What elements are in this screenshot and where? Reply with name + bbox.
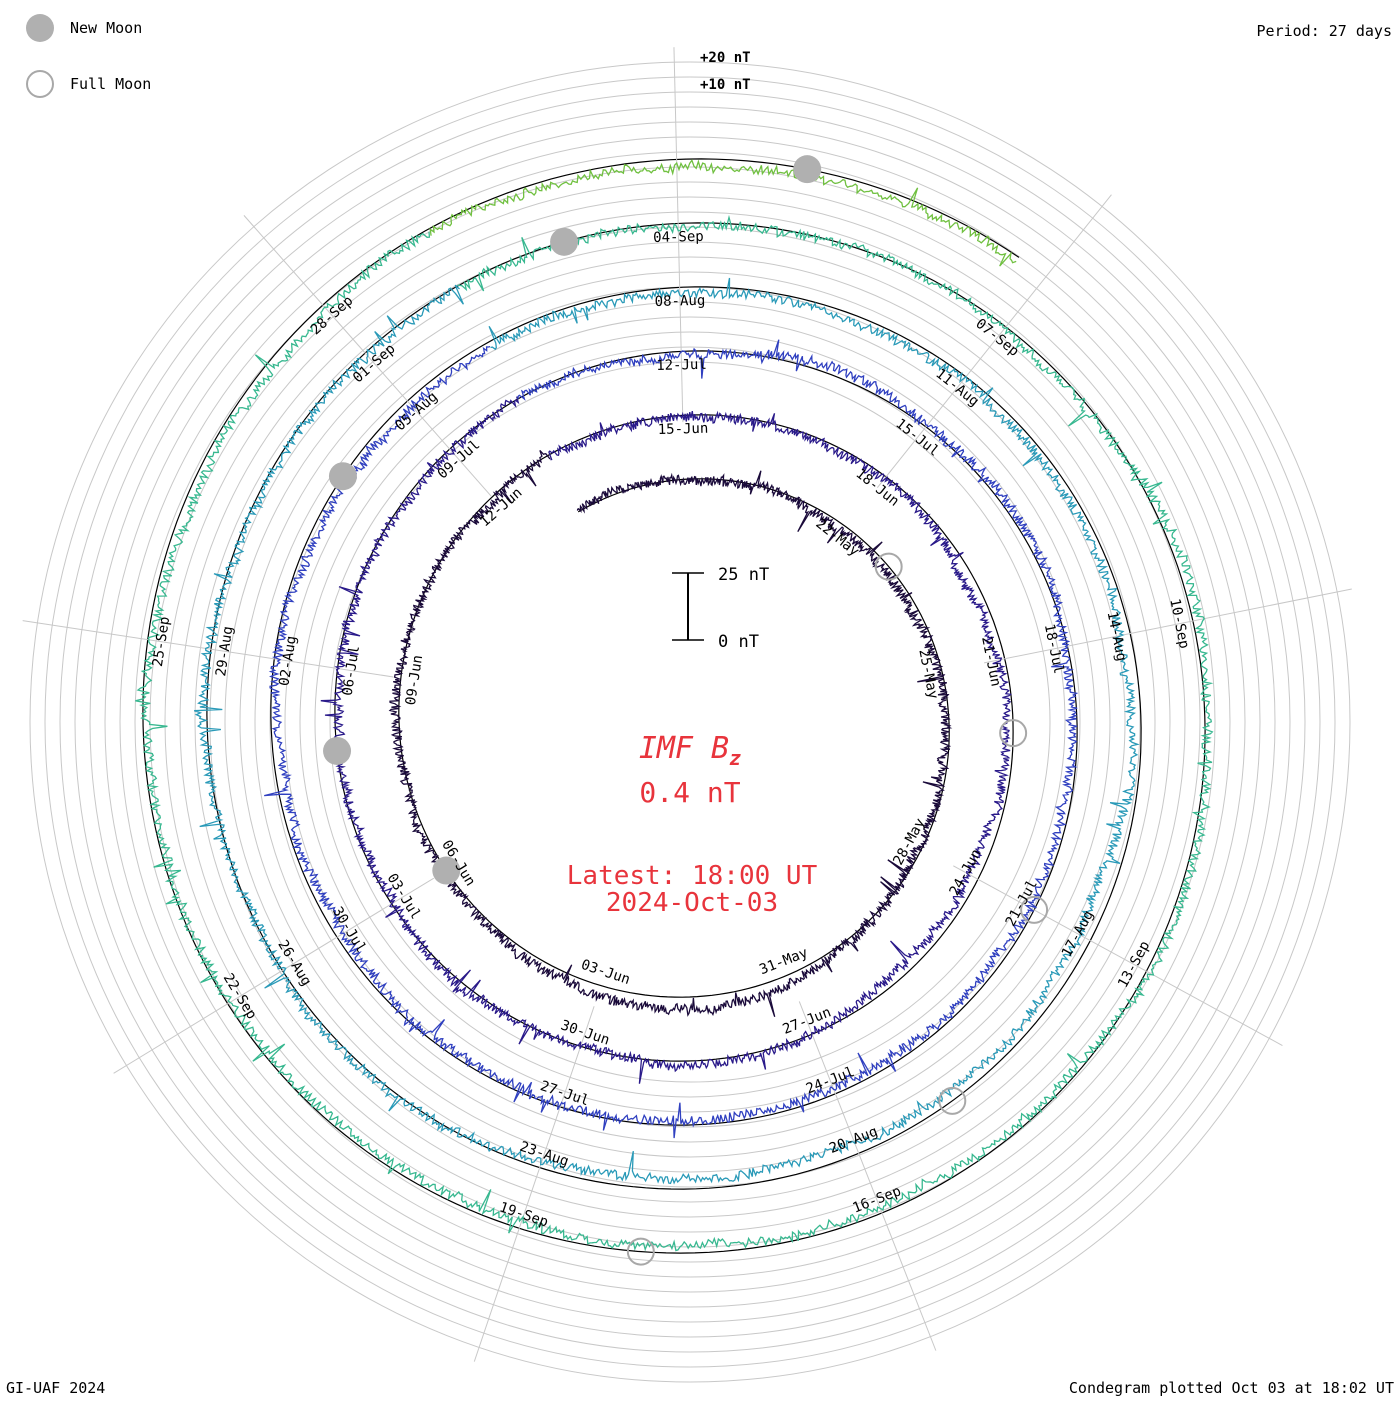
date-spoke xyxy=(473,1006,595,1362)
grid-ring xyxy=(314,346,1066,1098)
moon-markers xyxy=(323,155,1049,1266)
grid-ring xyxy=(239,271,1141,1173)
grid-ring xyxy=(254,286,1126,1158)
new-moon-marker xyxy=(323,736,352,765)
zero-reference-spiral xyxy=(142,158,1206,1254)
date-label: 29-Aug xyxy=(213,625,236,677)
date-spoke xyxy=(953,865,1283,1046)
date-label: 25-Sep xyxy=(150,615,173,667)
grid-ring xyxy=(74,106,1306,1338)
latest-time: Latest: 18:00 UT xyxy=(567,861,818,891)
bz-trace-rotation-2 xyxy=(320,396,1013,1084)
latest-date: 2024-Oct-03 xyxy=(606,888,778,918)
date-label: 06-Jul xyxy=(340,644,363,696)
grid-ring xyxy=(179,211,1201,1233)
date-label: 02-Aug xyxy=(276,635,299,687)
grid-ring xyxy=(194,226,1186,1218)
bz-trace-rotation-4 xyxy=(193,277,1140,1185)
full-moon-marker xyxy=(874,552,903,581)
scale-bar: 25 nT 0 nT xyxy=(672,565,769,652)
date-spoke xyxy=(798,1001,937,1351)
period-label: Period: 27 days xyxy=(1256,22,1392,40)
grid-ring xyxy=(59,91,1321,1353)
date-label: 10-Sep xyxy=(1166,597,1192,650)
legend-new-moon: New Moon xyxy=(26,14,142,42)
date-label: 03-Jun xyxy=(579,957,632,988)
new-moon-marker xyxy=(550,227,579,256)
date-label: 04-Sep xyxy=(653,229,704,246)
new-moon-marker xyxy=(328,462,357,491)
date-label: 15-Jun xyxy=(658,421,709,438)
new-moon-marker xyxy=(432,856,461,885)
grid-ring xyxy=(89,121,1291,1323)
credit-label: GI-UAF 2024 xyxy=(6,1379,106,1397)
grid-ring xyxy=(44,76,1336,1368)
center-title-sub: z xyxy=(729,746,741,770)
date-label: 23-Aug xyxy=(518,1139,571,1170)
full-moon-marker xyxy=(938,1086,967,1115)
grid-ring xyxy=(269,301,1111,1143)
date-label: 18-Jul xyxy=(1041,623,1067,676)
date-label: 28-Sep xyxy=(308,293,357,338)
date-spoke xyxy=(673,47,684,423)
grid-ring xyxy=(164,196,1216,1248)
legend-full-moon-label: Full Moon xyxy=(70,75,152,93)
date-label: 21-Jun xyxy=(978,635,1004,688)
full-moon-marker xyxy=(1020,895,1049,924)
bz-series xyxy=(135,159,1214,1252)
grid-ring xyxy=(284,316,1096,1128)
full-moon-icon xyxy=(26,70,54,98)
scale-plus10-label: +10 nT xyxy=(700,77,751,93)
new-moon-icon xyxy=(26,14,54,42)
bz-trace-rotation-5 xyxy=(135,214,1214,1252)
scale-plus20-label: +20 nT xyxy=(700,50,751,66)
date-spoke xyxy=(984,588,1352,664)
date-label: 13-Sep xyxy=(1115,939,1153,991)
date-spoke xyxy=(113,877,435,1074)
scale-top-label: 25 nT xyxy=(718,565,769,585)
date-spoke xyxy=(876,194,1112,488)
grid-ring xyxy=(104,136,1276,1308)
grid-ring xyxy=(134,166,1246,1278)
center-value: 0.4 nT xyxy=(639,776,740,809)
grid-ring xyxy=(119,151,1261,1293)
date-label: 14-Aug xyxy=(1104,610,1130,663)
date-label: 12-Jul xyxy=(656,357,707,374)
grid-ring xyxy=(29,61,1351,1383)
scale-bottom-label: 0 nT xyxy=(718,632,759,652)
bz-trace-rotation-1 xyxy=(388,449,953,1018)
full-moon-marker xyxy=(999,719,1028,748)
new-moon-marker xyxy=(793,155,822,184)
bz-trace-rotation-3 xyxy=(264,339,1079,1139)
date-label: 24-Jun xyxy=(947,847,985,899)
grid-ring xyxy=(329,361,1051,1083)
plotted-timestamp: Condegram plotted Oct 03 at 18:02 UT xyxy=(1068,1379,1394,1397)
legend-full-moon: Full Moon xyxy=(26,70,151,98)
center-title-main: IMF B xyxy=(639,731,729,766)
grid-ring xyxy=(209,241,1171,1203)
date-label: 08-Aug xyxy=(655,293,706,310)
center-title: IMF Bz xyxy=(639,731,741,770)
date-label: 20-Aug xyxy=(827,1124,880,1157)
full-moon-marker xyxy=(626,1237,655,1266)
date-spoke xyxy=(22,620,394,678)
grid-rings xyxy=(29,61,1351,1383)
date-label: 17-Aug xyxy=(1059,908,1097,960)
legend-new-moon-label: New Moon xyxy=(70,19,143,37)
date-label: 09-Jun xyxy=(403,654,426,706)
grid-ring xyxy=(299,331,1081,1113)
reference-spiral xyxy=(142,158,1206,1254)
bz-trace-rotation-6 xyxy=(429,159,1017,267)
grid-ring xyxy=(224,256,1156,1188)
